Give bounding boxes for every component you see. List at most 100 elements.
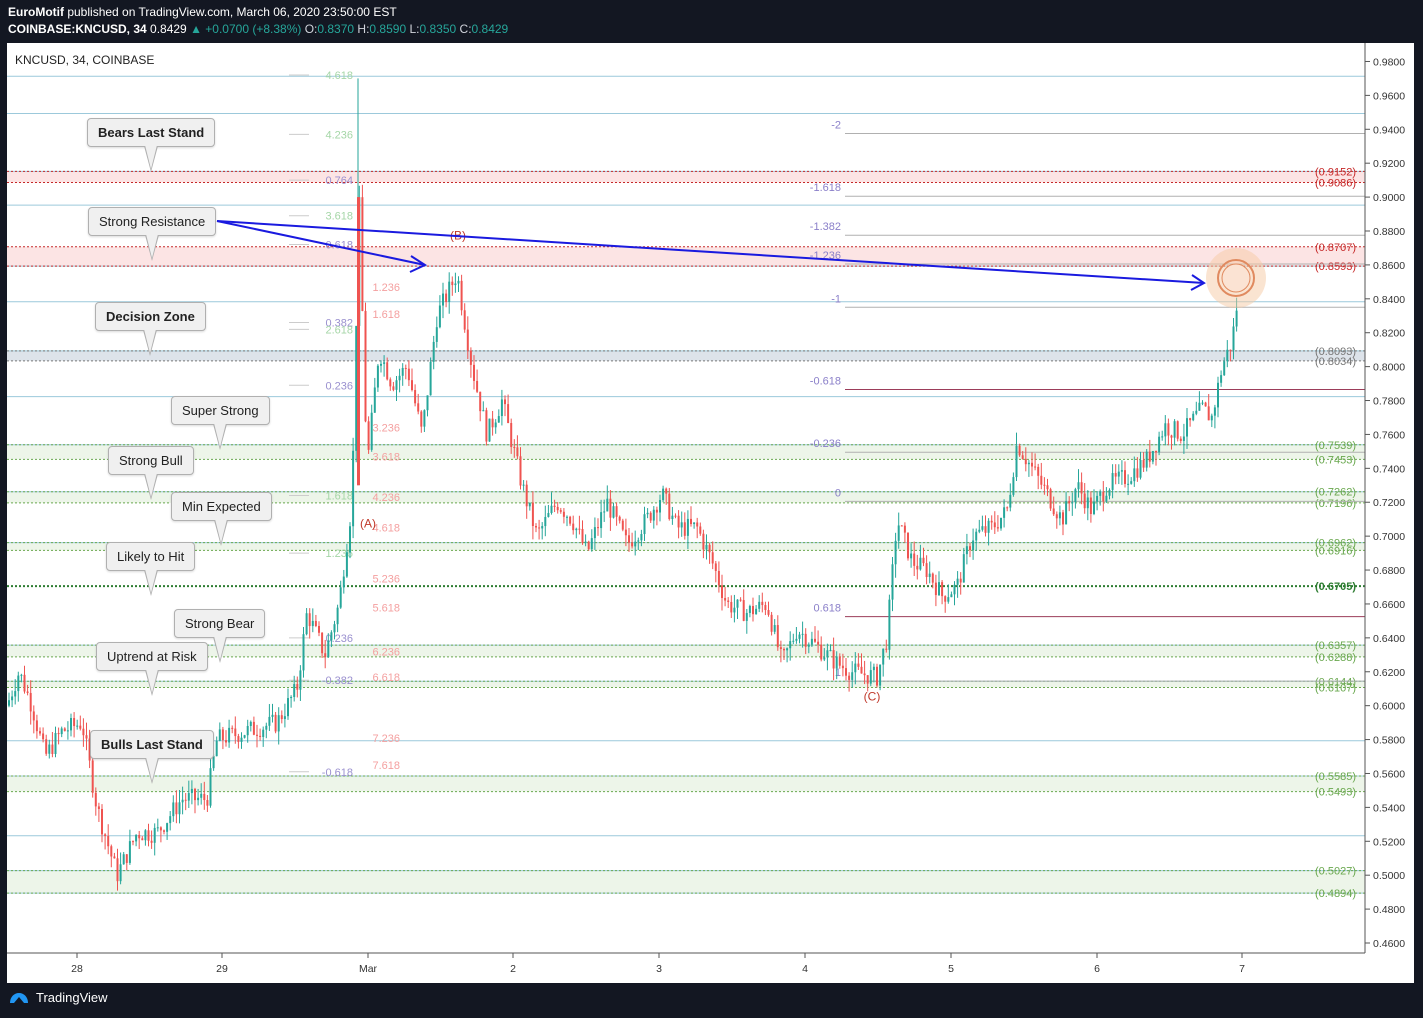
candle-body [860, 666, 863, 674]
candle-body [463, 310, 466, 330]
symbol: COINBASE:KNCUSD, 34 [8, 22, 147, 36]
y-tick-label: 0.9800 [1373, 56, 1405, 68]
candle-body [231, 727, 234, 729]
candle-body [448, 281, 451, 302]
callout-label[interactable]: Likely to Hit [106, 542, 196, 596]
candle-body [1027, 462, 1030, 465]
candle-body [854, 663, 857, 673]
candle-body [246, 725, 249, 736]
candle-body [965, 546, 968, 555]
y-tick-label: 0.9200 [1373, 158, 1405, 170]
candle-body [460, 280, 463, 311]
candle-body [959, 578, 962, 583]
candle-body [283, 716, 286, 720]
callout-label[interactable]: Strong Bull [108, 446, 194, 500]
chart-pane[interactable]: (0.9152) (0.9086) (0.8707) (0.8593) (0.8093)… [7, 43, 1414, 983]
fib-ext-label: 1.618 [372, 309, 400, 321]
candle-body [531, 502, 534, 527]
target-circle-inner [1221, 263, 1251, 293]
fib-left-label: 3.618 [325, 211, 353, 223]
candle-body [1093, 501, 1095, 514]
close-value: 0.8429 [471, 22, 509, 36]
candle-body [1120, 470, 1123, 472]
candle-body [761, 601, 764, 606]
callout-pointer [145, 669, 158, 693]
candle-body [435, 327, 438, 342]
candle-body [882, 648, 885, 665]
fib-ext-label: 3.618 [372, 451, 400, 463]
candle-body [280, 715, 283, 720]
candle-body [181, 799, 184, 803]
candle-body [141, 838, 144, 841]
callout-label[interactable]: Bulls Last Stand [90, 730, 214, 784]
candle-body [628, 535, 630, 543]
candle-body [1229, 349, 1232, 351]
candle-body [621, 520, 624, 530]
candle-body [770, 614, 773, 632]
callout-label[interactable]: Strong Bear [174, 609, 266, 663]
arrow-head-short [409, 255, 428, 273]
candle-body [1074, 489, 1077, 503]
callout-label[interactable]: Decision Zone [95, 302, 206, 356]
callout-label[interactable]: Min Expected [171, 492, 272, 546]
candle-body [457, 280, 460, 284]
candle-body [94, 792, 97, 807]
high-label: H: [357, 22, 370, 36]
candle-body [1204, 402, 1207, 407]
author[interactable]: EuroMotif [8, 5, 64, 19]
candle-body [1003, 507, 1006, 518]
candle-body [640, 534, 643, 541]
candle-body [1133, 468, 1136, 482]
y-tick-label: 0.7000 [1373, 531, 1405, 543]
tradingview-logo-icon [10, 992, 28, 1003]
price-level-label: (0.6357) [1315, 640, 1356, 652]
price-level-label: (0.8593) [1315, 261, 1356, 273]
candle-body [259, 735, 262, 737]
fib-ext-label: 5.236 [372, 574, 400, 586]
candle-body [733, 607, 736, 613]
candle-body [705, 544, 708, 550]
fib-left-label: 2.618 [325, 324, 353, 336]
price-change: ▲ +0.0700 (+8.38%) [190, 22, 302, 36]
candle-body [553, 505, 556, 507]
candle-body [373, 387, 376, 413]
fib-left-label: 4.236 [325, 129, 353, 141]
candle-body [1213, 407, 1216, 416]
candle-body [26, 691, 29, 693]
fib-right-label: 1 [835, 667, 841, 679]
candle-body [417, 403, 420, 412]
candle-body [1164, 423, 1167, 437]
candle-body [872, 666, 875, 671]
candle-body [829, 650, 832, 652]
candle-body [950, 594, 953, 598]
candle-body [70, 718, 72, 731]
candle-body [609, 498, 612, 518]
callout-label[interactable]: Strong Resistance [88, 207, 217, 261]
y-tick-label: 0.5800 [1373, 735, 1405, 747]
candle-body [981, 526, 984, 530]
candle-body [826, 650, 829, 658]
candle-body [1049, 489, 1052, 509]
arrow-line-long [216, 220, 1205, 284]
candle-body [23, 674, 26, 692]
candle-body [1232, 326, 1235, 351]
candle-body [1235, 310, 1238, 327]
candle-body [265, 725, 268, 730]
candle-body [1034, 466, 1037, 468]
candle-body [1198, 402, 1201, 411]
price-level-label: (0.5027) [1315, 866, 1356, 878]
price-chart[interactable]: (0.9152)(0.9086) (0.8707) (0.8593) (0.8093)… [7, 43, 1414, 983]
callout-label[interactable]: Uptrend at Risk [96, 642, 208, 696]
candle-body [717, 570, 720, 586]
candle-body [82, 728, 85, 736]
candle-body [1158, 436, 1161, 453]
candle-body [1167, 423, 1170, 436]
footer-brand[interactable]: TradingView [36, 990, 108, 1005]
callout-label[interactable]: Bears Last Stand [87, 118, 216, 172]
candle-body [631, 542, 634, 547]
candle-body [745, 612, 748, 621]
callout-label[interactable]: Super Strong [171, 396, 270, 450]
candle-body [1111, 473, 1114, 490]
candle-body [528, 502, 531, 507]
candle-body [1136, 468, 1139, 478]
